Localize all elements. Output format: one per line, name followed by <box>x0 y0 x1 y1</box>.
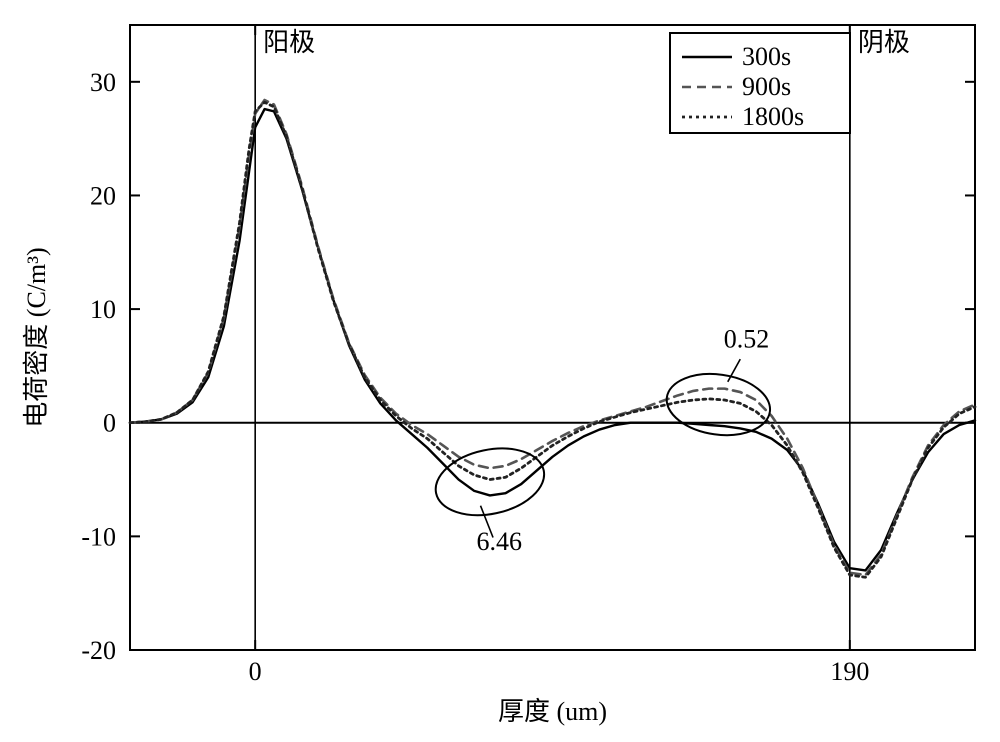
y-axis-label: 电荷密度 (C/m³) <box>22 247 51 427</box>
y-tick-label: 10 <box>90 295 116 324</box>
annotation-ellipse <box>663 368 774 442</box>
legend-label: 1800s <box>742 102 804 131</box>
legend-label: 300s <box>742 42 791 71</box>
y-tick-label: 30 <box>90 68 116 97</box>
electrode-label: 阳极 <box>263 28 315 57</box>
annotation-ellipse <box>429 439 550 524</box>
x-tick-label: 0 <box>249 657 262 686</box>
chart-svg: -20 -10 0 10 20 30 0 190 阳极 阴极 6.46 0.52 300s900s180… <box>0 0 1000 742</box>
chart-container: -20 -10 0 10 20 30 0 190 阳极 阴极 6.46 0.52 300s900s180… <box>0 0 1000 742</box>
annotation-label: 6.46 <box>477 527 523 556</box>
y-tick-label: -20 <box>81 636 116 665</box>
series-line <box>130 102 975 577</box>
x-tick-label: 190 <box>830 657 869 686</box>
x-axis-label: 厚度 (um) <box>498 697 607 726</box>
y-tick-label: -10 <box>81 522 116 551</box>
electrode-label: 阴极 <box>858 28 910 57</box>
y-tick-label: 20 <box>90 181 116 210</box>
annotation-label: 0.52 <box>724 325 770 354</box>
legend-label: 900s <box>742 72 791 101</box>
series-line <box>130 100 975 575</box>
y-tick-label: 0 <box>103 409 116 438</box>
series-line <box>130 109 975 570</box>
